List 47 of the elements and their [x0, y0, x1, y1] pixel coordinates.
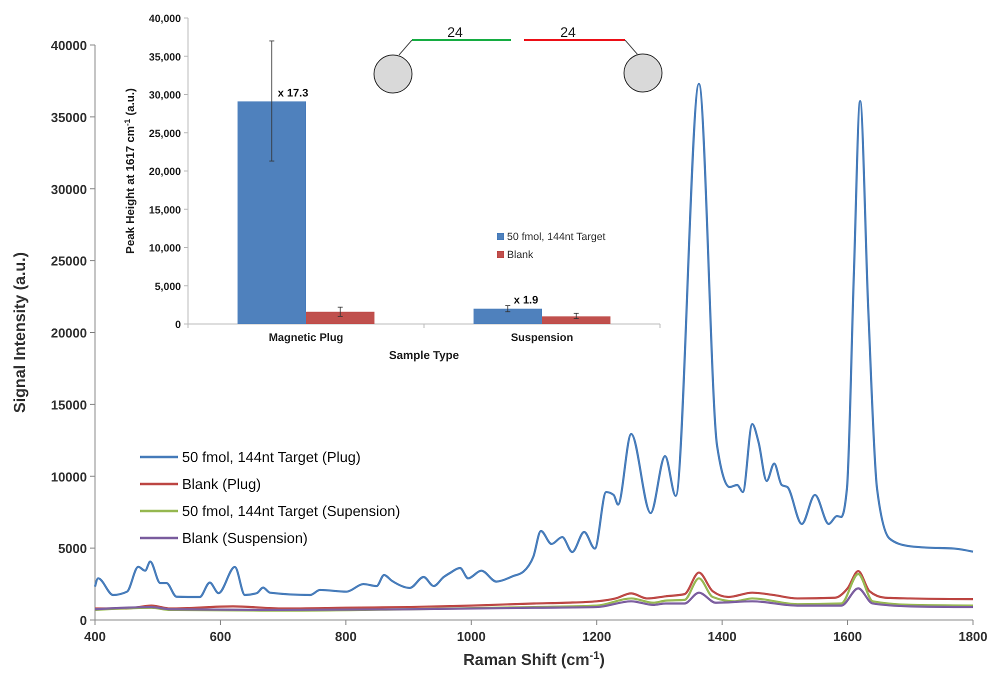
x-tick-label: Suspension [510, 332, 574, 344]
y-tick-label: 5,000 [154, 280, 182, 293]
legend-label: Blank [507, 249, 534, 261]
legend-label: 50 fmol, 144nt Target (Supension) [182, 504, 400, 520]
bar [238, 101, 306, 324]
x-tick-label: 1400 [708, 629, 737, 644]
annotation: 24 [447, 24, 463, 40]
x-tick-label: 1200 [582, 629, 612, 644]
y-tick-label: 10,000 [148, 242, 182, 254]
y-tick-label: 10000 [50, 469, 87, 484]
y-tick-label: 20000 [50, 326, 87, 340]
y-tick-label: 30,000 [148, 90, 182, 102]
y-tick-label: 35,000 [148, 51, 182, 64]
y-tick-label: 0 [175, 319, 182, 331]
legend-label: 50 fmol, 144nt Target (Plug) [182, 450, 361, 466]
y-tick-label: 25000 [50, 254, 87, 269]
annotation: x 1.9 [514, 294, 538, 307]
y-tick-label: 40,000 [148, 13, 182, 25]
line-series [94, 82, 974, 598]
x-axis-title: Raman Shift (cm$^{-1}$) [463, 650, 605, 669]
y-tick-label: 15000 [50, 397, 87, 412]
y-tick-label: 15,000 [148, 204, 182, 216]
x-tick-label: Magnetic Plug [268, 332, 344, 344]
annotation: 24 [560, 24, 576, 40]
y-tick-label: 5000 [58, 541, 87, 556]
line-series [94, 587, 974, 612]
y-tick-label: 0 [80, 613, 87, 628]
y-tick-label: 20,000 [148, 166, 182, 178]
annotation: x 17.3 [278, 87, 308, 100]
x-tick-label: 1600 [833, 629, 862, 644]
bar [542, 316, 610, 324]
y-tick-label: 35000 [50, 110, 87, 125]
y-tick-label: 40000 [50, 38, 87, 53]
legend-label: 50 fmol, 144nt Target [507, 231, 606, 243]
legend-label: Blank (Plug) [182, 477, 261, 493]
bar [474, 308, 542, 324]
x-tick-label: 800 [335, 629, 357, 644]
x-tick-label: 600 [210, 629, 232, 644]
y-tick-label: 25,000 [148, 128, 182, 140]
y-tick-label: 30000 [50, 182, 87, 197]
legend-label: Blank (Suspension) [182, 531, 308, 547]
bar [306, 312, 374, 324]
y-axis-title: Signal Intensity (a.u.) [12, 252, 29, 413]
x-tick-label: 1800 [958, 629, 988, 644]
x-tick-label: 1000 [456, 629, 486, 644]
x-tick-label: 400 [84, 629, 106, 644]
x-axis-title: Sample Type [388, 350, 460, 362]
